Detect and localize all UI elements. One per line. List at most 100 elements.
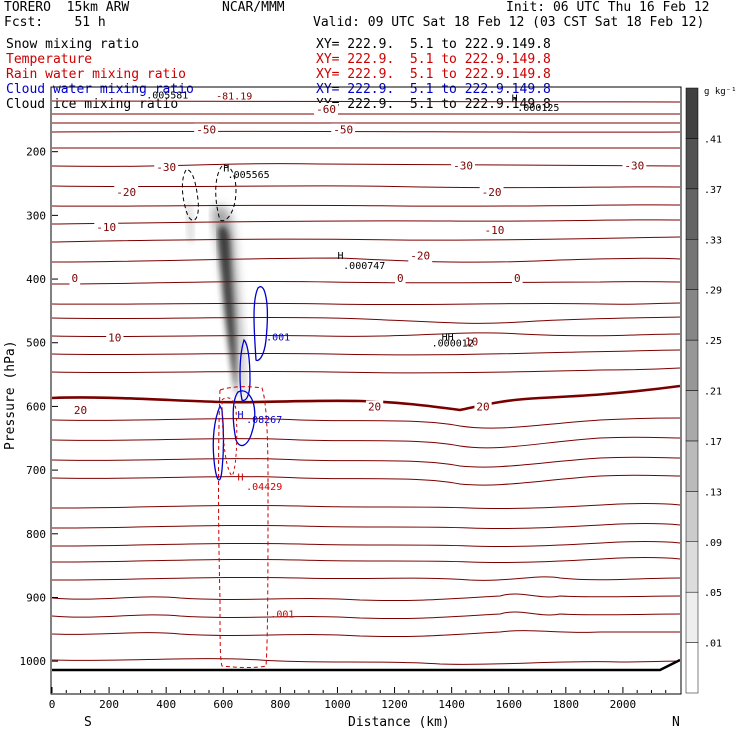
x-axis-title: Distance (km) [348,715,450,730]
extremum-value-label: .000747 [343,261,385,272]
label-mask [365,400,384,414]
label-mask [114,185,139,199]
y-tick-label: 1000 [20,655,47,668]
colorbar-cell [685,138,699,190]
label-mask [474,400,492,414]
x-tick-label: 0 [49,698,56,711]
isotherm [52,163,680,167]
colorbar-label: .01 [704,639,722,650]
y-tick-label: 700 [26,464,46,477]
y-tick-label: 400 [26,273,46,286]
model-title: TORERO 15km ARW [4,0,130,15]
extremum-value-label: .08267 [246,415,282,426]
temperature-contour-label: -50 [333,123,353,136]
temperature-contour-label: 0 [397,272,404,285]
colorbar-cell [685,87,699,139]
label-mask [451,159,475,173]
field-xy-snow: XY= 222.9. 5.1 to 222.9.149.8 [316,37,551,52]
isotherm [52,349,680,356]
colorbar-cell [685,642,699,694]
y-axis-title: Pressure (hPa) [3,340,18,450]
colorbar-cell [685,390,699,442]
colorbar-cell [685,239,699,290]
colorbar-cell [685,289,699,341]
isotherm [52,204,680,207]
isotherm [52,658,680,665]
label-mask [154,160,179,174]
extremum-value-label: .04429 [246,482,282,493]
isotherm [52,611,680,620]
plot-frame [50,86,682,695]
y-tick-label: 300 [26,209,46,222]
extremum-marker: HH [442,332,454,343]
label-mask [106,331,124,345]
x-tick-label: 1000 [324,698,351,711]
extremum-marker: H [223,164,229,175]
zero-degree-isotherm [52,384,680,412]
extremum-marker: H [238,472,244,483]
temperature-contour-label: 0 [514,272,521,285]
cloud-ice-contour [181,169,199,221]
temperature-contour-label: 20 [368,400,381,413]
temperature-contour-label: -30 [624,160,644,173]
isotherm [52,541,680,548]
x-tick-label: 800 [270,698,290,711]
isotherm [52,100,680,103]
extremum-value-label: -81.19 [216,92,252,103]
isotherm [52,236,680,243]
isotherm [52,316,680,324]
x-tick-label: 600 [213,698,233,711]
snow-shading [186,200,245,410]
colorbar-cell [685,188,699,240]
field-name-cloud-water: Cloud water mixing ratio [6,82,194,97]
temperature-contour-label: 20 [74,404,87,417]
isotherm [52,503,680,510]
colorbar-cell [685,339,699,391]
isotherm [52,436,680,449]
temperature-contour-label: -30 [453,160,473,173]
x-tick-label: 1400 [438,698,465,711]
label-mask [462,335,481,349]
isotherm [52,593,680,602]
extremum-marker: H [238,410,244,421]
label-mask [511,271,523,285]
rain-water-contour [218,386,269,668]
extremum-value-label: .005565 [228,170,270,181]
colorbar-cell [685,591,699,643]
temperature-contour-label: 10 [465,335,478,348]
colorbar-cell [685,541,699,593]
temperature-contour-label: 0 [72,272,79,285]
x-tick-label: 200 [99,698,119,711]
temperature-isotherms [52,100,680,665]
isotherm [52,630,680,638]
isotherm [52,147,680,149]
label-mask [622,159,647,173]
valid-time: Valid: 09 UTC Sat 18 Feb 12 (03 CST Sat … [313,15,705,30]
isotherm [52,130,680,133]
colorbar-label: .41 [704,134,722,145]
temperature-contour-label: 10 [108,332,121,345]
isotherm [52,474,680,486]
field-name-temperature: Temperature [6,52,93,67]
x-tick-label: 1600 [495,698,522,711]
colorbar-unit: g kg⁻¹ [704,87,737,97]
extremum-value-label: .000125 [517,103,559,114]
label-mask [71,404,90,418]
colorbar-label: .05 [704,588,722,599]
isotherm [52,557,680,564]
extremum-value-label: .005581 [146,90,188,101]
label-mask [94,220,119,234]
isotherm [52,417,680,429]
x-tick-label: 2000 [610,698,637,711]
y-tick-label: 800 [26,528,46,541]
terrain-surface [52,658,680,672]
init-time: Init: 06 UTC Thu 16 Feb 12 [506,0,710,15]
isotherm [52,219,680,225]
temperature-contour-label: -20 [116,186,136,199]
colorbar-cell [685,440,699,492]
cloud-water-contour [239,338,251,402]
temperature-contour-label: -20 [410,249,430,262]
temperature-contour-label: -10 [96,221,116,234]
extremum-value-label: .001 [266,332,290,343]
